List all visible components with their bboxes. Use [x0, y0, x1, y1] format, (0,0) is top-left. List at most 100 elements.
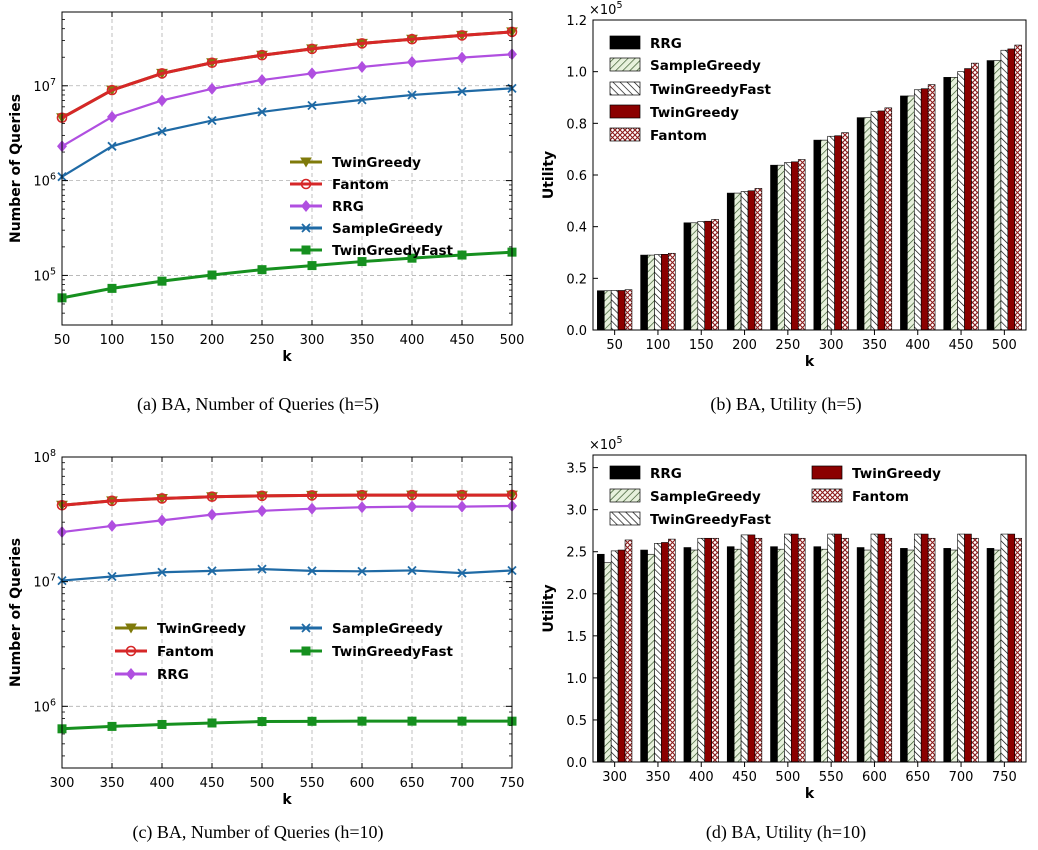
legend-swatch-TwinGreedyFast	[609, 511, 641, 526]
point-Fantom	[256, 49, 268, 61]
bar-SampleGreedy	[733, 548, 742, 763]
x-tick-label: 350	[646, 770, 671, 785]
x-tick-label: 350	[350, 333, 375, 348]
bar-Fantom	[884, 537, 893, 763]
legend-label-TwinGreedy: TwinGreedy	[852, 466, 941, 482]
point-RRG	[457, 500, 467, 513]
x-tick-label: 150	[150, 333, 175, 348]
point-SampleGreedy	[157, 126, 167, 137]
bar-RRG	[770, 546, 778, 763]
bar-Fantom	[754, 188, 763, 331]
x-tick-label: 100	[646, 338, 671, 353]
plot-frame	[61, 11, 513, 326]
x-tick-label: 600	[862, 770, 887, 785]
bar-TwinGreedy	[791, 161, 799, 331]
point-RRG	[107, 110, 117, 123]
legend-label-TwinGreedyFast: TwinGreedyFast	[332, 644, 454, 660]
point-TwinGreedyFast	[207, 718, 217, 728]
bar-RRG	[813, 139, 822, 331]
y-axis-label: Number of Queries	[8, 94, 24, 243]
point-TwinGreedyFast	[407, 253, 417, 263]
point-TwinGreedyFast	[407, 716, 417, 726]
point-Fantom	[306, 43, 318, 55]
bar-TwinGreedy	[964, 68, 972, 331]
x-axis-label: k	[805, 786, 815, 802]
bar-RRG	[943, 548, 951, 763]
bar-SampleGreedy	[950, 77, 958, 331]
point-RRG	[307, 502, 317, 515]
bar-RRG	[900, 548, 908, 763]
point-Fantom	[456, 489, 468, 501]
point-SampleGreedy	[407, 90, 417, 100]
x-tick-label: 400	[689, 770, 714, 785]
y-tick-label: 107	[33, 573, 56, 591]
bar-TwinGreedy	[661, 254, 669, 331]
point-Fantom	[106, 495, 118, 507]
point-TwinGreedyFast	[307, 716, 317, 726]
bar-Fantom	[711, 537, 719, 763]
point-SampleGreedy	[357, 566, 367, 576]
series-line-RRG	[61, 504, 513, 534]
bar-TwinGreedy	[747, 534, 756, 763]
bar-TwinGreedy	[1007, 533, 1016, 763]
bar-SampleGreedy	[907, 95, 915, 331]
point-RRG	[407, 56, 417, 69]
x-tick-label: 300	[602, 770, 627, 785]
bar-Fantom	[624, 289, 633, 331]
point-SampleGreedy	[457, 568, 467, 578]
y-axis-label: Number of Queries	[8, 538, 24, 687]
legend-label-TwinGreedyFast: TwinGreedyFast	[650, 512, 772, 528]
y-scale-note: ×105	[589, 0, 622, 18]
y-tick-label: 107	[33, 77, 56, 95]
caption-d: (d) BA, Utility (h=10)	[706, 822, 866, 843]
bar-SampleGreedy	[733, 192, 742, 331]
x-tick-label: 350	[100, 776, 125, 791]
x-tick-label: 700	[450, 776, 475, 791]
panel-c-queries-h10: 300 350 400 450 500 550 600 650 700 750 106 107 108 k…	[8, 448, 524, 808]
point-TwinGreedyFast	[357, 716, 367, 726]
bar-TwinGreedyFast	[827, 135, 835, 331]
bar-SampleGreedy	[863, 549, 872, 763]
bar-TwinGreedyFast	[697, 221, 706, 331]
bar-Fantom	[884, 107, 893, 331]
point-TwinGreedyFast	[357, 257, 367, 267]
x-tick-label: 650	[400, 776, 425, 791]
legend-marker-Fantom	[300, 178, 312, 190]
bar-Fantom	[1014, 44, 1022, 331]
x-tick-label: 500	[500, 333, 525, 348]
point-Fantom	[406, 33, 418, 45]
y-tick-label: 0.4	[566, 221, 587, 236]
panel-b-utility-h5: 50 100 150 200 250 300 350 400 450 500 0.0 0.2 0.4 0.…	[541, 0, 1027, 370]
point-TwinGreedyFast	[257, 717, 267, 727]
bar-TwinGreedy	[617, 549, 626, 763]
point-Fantom	[206, 57, 218, 69]
legend-marker-TwinGreedy	[125, 623, 137, 634]
legend-label-Fantom: Fantom	[650, 128, 707, 144]
y-tick-label: 1.5	[566, 630, 587, 645]
bar-TwinGreedyFast	[827, 533, 835, 763]
point-Fantom	[456, 30, 468, 41]
x-tick-label: 500	[250, 776, 275, 791]
bar-TwinGreedyFast	[957, 71, 965, 331]
legend-label-Fantom: Fantom	[332, 177, 389, 193]
bar-RRG	[640, 254, 648, 331]
bar-TwinGreedy	[920, 88, 929, 331]
point-Fantom	[206, 491, 218, 503]
legend-label-RRG: RRG	[157, 667, 189, 683]
series-line-TwinGreedyFast	[61, 250, 513, 300]
bar-SampleGreedy	[863, 117, 872, 331]
point-Fantom	[356, 489, 368, 501]
bar-TwinGreedy	[1007, 48, 1016, 331]
caption-c: (c) BA, Number of Queries (h=10)	[132, 822, 383, 843]
bar-TwinGreedyFast	[784, 162, 792, 331]
bar-TwinGreedy	[877, 533, 886, 763]
legend-swatch-SampleGreedy	[609, 57, 641, 72]
point-Fantom	[356, 38, 368, 49]
bar-SampleGreedy	[993, 549, 1002, 763]
point-Fantom	[306, 490, 318, 501]
bar-SampleGreedy	[603, 290, 612, 331]
caption-a: (a) BA, Number of Queries (h=5)	[137, 394, 379, 415]
legend-swatch-RRG	[609, 35, 641, 50]
legend-swatch-Fantom	[811, 488, 843, 503]
bar-TwinGreedyFast	[957, 533, 965, 763]
